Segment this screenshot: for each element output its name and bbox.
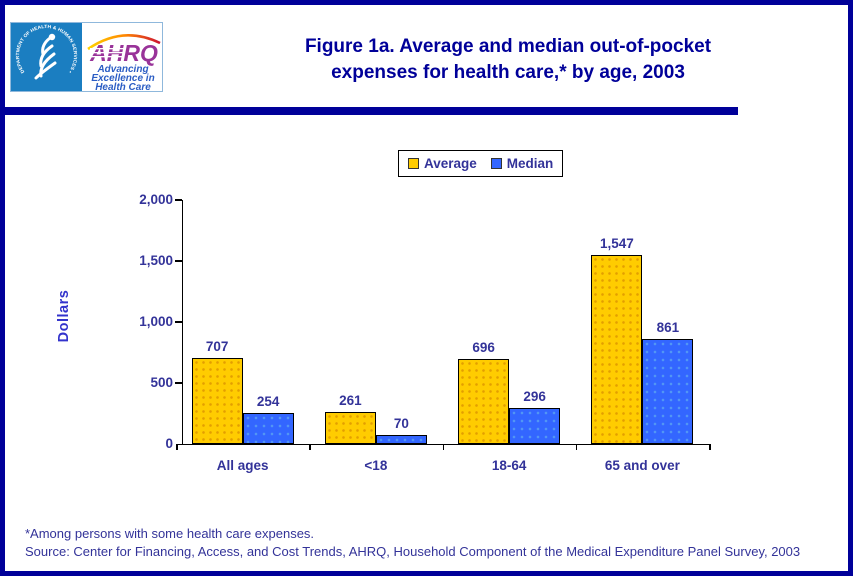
ahrq-arc	[87, 33, 161, 51]
ahrq-tagline-line: Excellence in	[91, 73, 154, 84]
bar-value-label: 861	[656, 319, 680, 335]
footnote-asterisk: *Among persons with some health care exp…	[25, 526, 315, 541]
chart-legend: Average Median	[398, 150, 564, 177]
x-category-label: 18-64	[491, 458, 527, 473]
y-tick-label: 500	[150, 375, 173, 390]
bar-value-label: 1,547	[599, 236, 634, 252]
bar-value-label: 70	[393, 416, 409, 432]
legend-item-average: Average	[408, 156, 477, 171]
header-divider	[5, 107, 738, 115]
x-tick	[309, 444, 311, 450]
y-tick-label: 1,500	[139, 253, 173, 268]
x-tick	[709, 444, 711, 450]
legend-label-average: Average	[424, 156, 477, 171]
y-tick-label: 2,000	[139, 192, 173, 207]
bar	[375, 435, 427, 444]
bar	[458, 359, 510, 444]
x-tick	[176, 444, 178, 450]
ahrq-tagline-line: Health Care	[95, 82, 151, 92]
logo-graphic: DEPARTMENT OF HEALTH & HUMAN SERVICES • …	[8, 18, 163, 93]
footnote-source: Source: Center for Financing, Access, an…	[25, 544, 801, 559]
ahrq-stripe	[90, 52, 124, 54]
figure-title-line1: Figure 1a. Average and median out-of-poc…	[304, 36, 712, 57]
ahrq-hhs-logo: DEPARTMENT OF HEALTH & HUMAN SERVICES • …	[8, 18, 163, 93]
legend-swatch-average	[408, 158, 419, 169]
legend-swatch-median	[490, 158, 502, 169]
bar	[591, 255, 643, 444]
bar	[191, 357, 243, 444]
bar-value-label: 696	[472, 340, 495, 356]
x-category-label: <18	[364, 458, 388, 473]
bar-value-label: 296	[523, 388, 546, 404]
hhs-eagle-head	[48, 33, 56, 41]
y-tick	[175, 199, 182, 201]
legend-item-median: Median	[490, 156, 554, 171]
x-category-label: All ages	[216, 458, 269, 473]
y-axis-line	[181, 200, 183, 445]
x-tick	[575, 444, 578, 450]
plot-area: 0 500 1,000 1,500 2,000 All ages <18 18-64 65 an…	[5, 5, 848, 571]
x-category-label: 65 and over	[604, 458, 680, 473]
y-tick-label: 1,000	[139, 314, 173, 329]
x-tick	[442, 444, 444, 450]
bar	[509, 407, 561, 444]
y-tick	[175, 321, 182, 323]
y-tick	[175, 382, 182, 384]
bar-value-label: 261	[339, 393, 362, 409]
y-tick-label: 0	[165, 436, 173, 451]
bar	[324, 412, 376, 444]
figure-title: Figure 1a. Average and median out-of-poc…	[180, 34, 836, 86]
y-tick	[175, 260, 182, 262]
hhs-seal-background	[11, 23, 82, 91]
ahrq-tagline-line: Advancing	[96, 64, 148, 75]
bar	[642, 338, 694, 444]
ahrq-stripe	[90, 48, 124, 50]
bar-value-label: 707	[205, 338, 229, 354]
figure-title-line2: expenses for health care,* by age, 2003	[331, 62, 685, 83]
bar	[242, 413, 294, 444]
legend-label-median: Median	[506, 156, 554, 171]
bar-value-label: 254	[256, 394, 280, 409]
hhs-eagle-icon	[34, 36, 57, 80]
ahrq-stripe	[90, 56, 124, 58]
